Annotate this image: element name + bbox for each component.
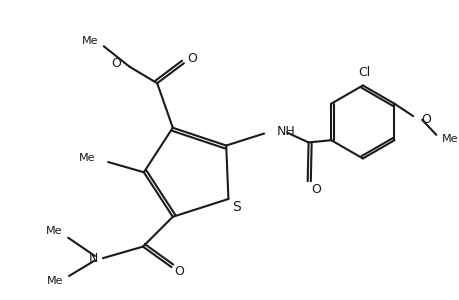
Text: NH: NH <box>276 125 295 138</box>
Text: Me: Me <box>82 36 98 46</box>
Text: Cl: Cl <box>358 66 370 79</box>
Text: Me: Me <box>79 154 95 164</box>
Text: Me: Me <box>441 134 457 144</box>
Text: O: O <box>112 57 121 70</box>
Text: Me: Me <box>47 276 64 286</box>
Text: Me: Me <box>46 226 63 236</box>
Text: O: O <box>311 183 321 196</box>
Text: S: S <box>232 200 241 214</box>
Text: O: O <box>187 52 196 65</box>
Text: O: O <box>420 113 430 126</box>
Text: O: O <box>174 265 184 278</box>
Text: N: N <box>89 252 98 265</box>
